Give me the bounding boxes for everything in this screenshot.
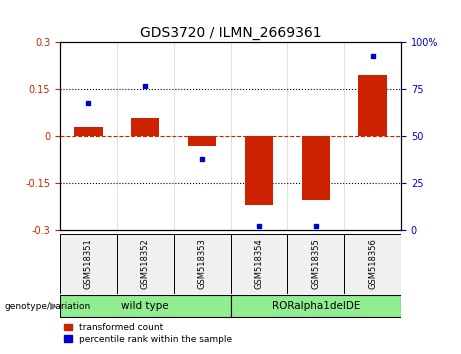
Text: GSM518351: GSM518351 [84,239,93,289]
Legend: transformed count, percentile rank within the sample: transformed count, percentile rank withi… [65,323,232,344]
Text: genotype/variation: genotype/variation [5,302,91,311]
Bar [358,75,387,136]
Bar [60,295,230,318]
Text: RORalpha1delDE: RORalpha1delDE [272,301,360,311]
Bar [131,118,160,136]
Text: GSM518356: GSM518356 [368,239,377,289]
Text: GSM518352: GSM518352 [141,239,150,289]
Bar [188,136,216,145]
Bar [60,234,117,294]
Bar [74,127,102,136]
Bar [174,234,230,294]
Text: GSM518353: GSM518353 [198,239,207,289]
Bar [245,136,273,205]
Bar [301,136,330,200]
Text: ▶: ▶ [50,301,58,311]
Bar [230,295,401,318]
Text: wild type: wild type [121,301,169,311]
Title: GDS3720 / ILMN_2669361: GDS3720 / ILMN_2669361 [140,26,321,40]
Bar [344,234,401,294]
Text: GSM518354: GSM518354 [254,239,263,289]
Bar [287,234,344,294]
Bar [230,234,287,294]
Text: GSM518355: GSM518355 [311,239,320,289]
Bar [117,234,174,294]
